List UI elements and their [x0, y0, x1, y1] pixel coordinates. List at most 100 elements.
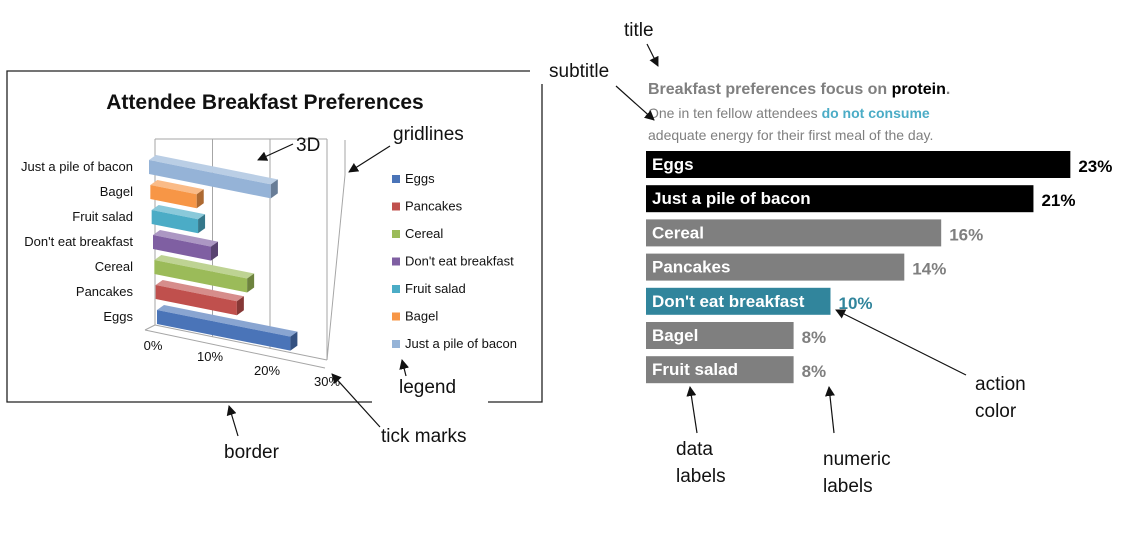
left-bar-top-pancakes — [155, 280, 244, 302]
left-bar-end-don-t-eat-breakfast — [211, 241, 218, 261]
left-category-label-pancakes: Pancakes — [76, 284, 134, 299]
left-bar-end-eggs — [290, 331, 298, 351]
left-bar-bagel — [150, 180, 204, 209]
annotation-data-labels-line-2: labels — [676, 466, 726, 487]
left-bar-front-pancakes — [155, 285, 237, 316]
left-legend-swatch-fruit-salad — [392, 285, 400, 293]
annotation-3d: 3D — [296, 135, 320, 156]
left-bar-pancakes — [155, 280, 244, 316]
right-value-label-eggs: 23% — [1078, 157, 1112, 176]
right-bar-label-pancakes: Pancakes — [652, 258, 730, 277]
right-bar-group-don-t-eat-breakfast: Don't eat breakfast 10% — [646, 287, 873, 315]
left-bar-end-bagel — [196, 189, 204, 209]
left-legend-swatch-bagel — [392, 312, 400, 321]
annotation-numeric-labels-line-1: numeric — [823, 449, 891, 470]
right-bar-group-eggs: Eggs 23% — [646, 151, 1112, 178]
right-value-label-don-t-eat-breakfast: 10% — [839, 294, 873, 313]
right-bar-label-bagel: Bagel — [652, 326, 698, 345]
right-bar-label-cereal: Cereal — [652, 223, 704, 242]
left-bar-end-cereal — [247, 273, 255, 293]
annotation-data-labels-line-1: data — [676, 439, 713, 460]
right-bar-pancakes — [646, 253, 905, 281]
annotation-gridlines: gridlines — [393, 124, 464, 145]
right-value-label-bagel: 8% — [802, 328, 827, 347]
left-legend-swatch-eggs — [392, 175, 400, 183]
left-legend-label-don-t-eat-breakfast: Don't eat breakfast — [405, 254, 514, 269]
left-legend-swatch-just-a-pile-of-bacon — [392, 340, 400, 348]
left-legend-label-bagel: Bagel — [405, 309, 438, 324]
right-bar-just-a-pile-of-bacon — [646, 185, 1034, 213]
left-chart-title: Attendee Breakfast Preferences — [106, 91, 423, 114]
left-legend-label-cereal: Cereal — [405, 226, 443, 241]
left-bar-front-fruit-salad — [151, 210, 199, 234]
left-category-label-don-t-eat-breakfast: Don't eat breakfast — [24, 234, 133, 249]
left-bar-end-pancakes — [236, 296, 244, 316]
left-legend-label-pancakes: Pancakes — [405, 199, 463, 214]
annotation-border: border — [224, 442, 280, 463]
left-category-label-bagel: Bagel — [100, 184, 133, 199]
right-bar-fruit-salad — [646, 356, 794, 384]
right-value-label-cereal: 16% — [949, 225, 983, 244]
right-bar-group-fruit-salad: Fruit salad 8% — [646, 356, 827, 384]
left-legend-label-eggs: Eggs — [405, 171, 435, 186]
left-legend-swatch-cereal — [392, 230, 400, 238]
arrow-subtitle — [615, 85, 655, 121]
right-bar-group-just-a-pile-of-bacon: Just a pile of bacon 21% — [646, 185, 1075, 213]
left-legend: Eggs Pancakes Cereal Don't eat breakfast Fru… — [392, 171, 517, 351]
right-bar-bagel — [646, 322, 794, 349]
right-bar-label-don-t-eat-breakfast: Don't eat breakfast — [652, 292, 805, 311]
right-bars: Eggs 23%Just a pile of bacon 21%Cereal 16%P… — [646, 151, 1112, 384]
left-bar-front-bagel — [150, 185, 197, 209]
right-title-period: . — [946, 81, 950, 98]
left-bars — [149, 155, 298, 351]
annotation-action-color-line-1: action — [975, 374, 1026, 395]
left-bar-top-fruit-salad — [151, 205, 206, 220]
arrow-tick-marks — [331, 373, 381, 428]
left-tick-label-0: 0% — [144, 338, 163, 353]
left-bar-don-t-eat-breakfast — [153, 230, 218, 261]
right-bar-label-fruit-salad: Fruit salad — [652, 360, 738, 379]
arrow-title — [646, 43, 659, 67]
left-bar-front-don-t-eat-breakfast — [153, 235, 211, 261]
left-category-labels: Just a pile of bacon Bagel Fruit salad Don'… — [21, 159, 134, 324]
left-category-label-just-a-pile-of-bacon: Just a pile of bacon — [21, 159, 133, 174]
left-bar-top-eggs — [157, 305, 298, 337]
right-bar-label-eggs: Eggs — [652, 155, 694, 174]
right-chart-title: Breakfast preferences focus on protein. — [648, 81, 950, 98]
left-bar-end-just-a-pile-of-bacon — [270, 179, 278, 199]
right-value-label-pancakes: 14% — [912, 260, 946, 279]
left-bar-front-eggs — [157, 310, 291, 351]
annotation-numeric-labels-line-2: labels — [823, 476, 873, 497]
annotation-data-labels: data labels — [676, 439, 726, 487]
arrow-legend — [399, 359, 410, 377]
left-bar-eggs — [157, 305, 298, 351]
left-category-label-fruit-salad: Fruit salad — [72, 209, 133, 224]
right-subtitle-part-1: One in ten fellow attendees — [648, 105, 822, 121]
left-bar-end-fruit-salad — [198, 214, 206, 234]
right-bar-label-just-a-pile-of-bacon: Just a pile of bacon — [652, 189, 811, 208]
right-title-part-1: Breakfast preferences focus on — [648, 81, 892, 98]
arrow-3d — [257, 143, 294, 161]
left-bar-top-bagel — [150, 180, 204, 195]
annotation-action-color: action color — [975, 374, 1031, 422]
right-bar-eggs — [646, 151, 1071, 178]
left-bar-just-a-pile-of-bacon — [149, 155, 278, 199]
right-bar-cereal — [646, 219, 942, 247]
right-title-emphasis: protein — [892, 81, 946, 98]
right-value-label-fruit-salad: 8% — [802, 362, 827, 381]
right-chart: Breakfast preferences focus on protein. … — [646, 81, 1112, 384]
left-bar-front-just-a-pile-of-bacon — [149, 160, 271, 199]
left-chart-border — [6, 70, 543, 403]
left-bar-cereal — [154, 255, 255, 293]
left-category-label-cereal: Cereal — [95, 259, 133, 274]
annotation-action-color-line-2: color — [975, 401, 1017, 422]
arrow-gridlines — [348, 145, 391, 173]
right-bar-group-pancakes: Pancakes 14% — [646, 253, 946, 281]
right-value-label-just-a-pile-of-bacon: 21% — [1041, 191, 1075, 210]
right-subtitle-emphasis: do not consume — [822, 105, 930, 121]
annotation-tick-marks: tick marks — [381, 426, 467, 447]
left-bar-fruit-salad — [151, 205, 206, 234]
left-category-label-eggs: Eggs — [103, 309, 133, 324]
left-bar-top-cereal — [154, 255, 255, 279]
